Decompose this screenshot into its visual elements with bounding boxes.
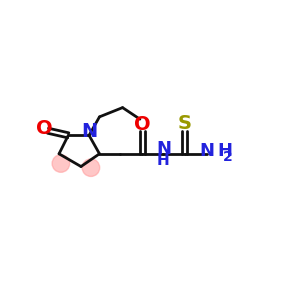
Circle shape: [52, 155, 70, 172]
Circle shape: [82, 159, 100, 176]
Text: N: N: [81, 122, 97, 141]
Text: O: O: [134, 116, 151, 134]
Text: S: S: [178, 114, 192, 133]
Text: O: O: [36, 119, 53, 138]
Text: N: N: [156, 140, 171, 158]
Text: H: H: [157, 153, 170, 168]
Text: H: H: [217, 142, 232, 160]
Text: 2: 2: [223, 150, 233, 164]
Text: N: N: [200, 142, 214, 160]
